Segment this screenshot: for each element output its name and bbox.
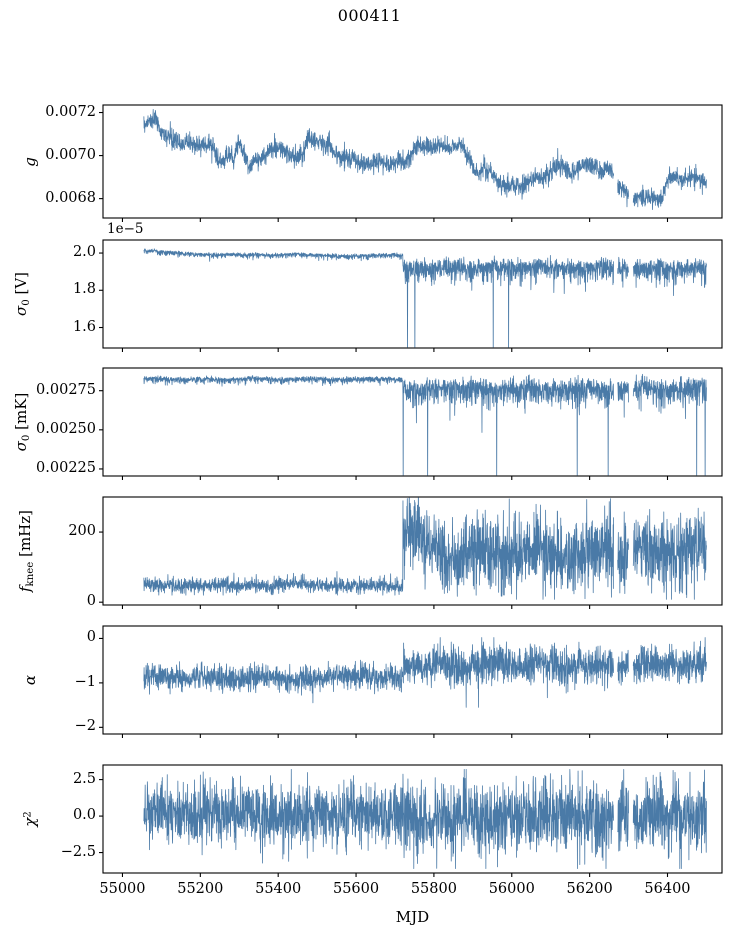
x-tick-label: 55800 [410, 881, 457, 897]
y-tick-label: −1 [74, 673, 96, 690]
y-tick-label: −2 [74, 718, 96, 735]
y-tick-label: 0 [86, 629, 96, 646]
y-tick-label: 0 [86, 593, 96, 610]
x-axis-label: MJD [395, 908, 430, 926]
y-tick-label: 0.0072 [45, 103, 96, 120]
y-tick-label: 0.0 [72, 807, 96, 824]
x-tick-label: 55400 [255, 881, 302, 897]
x-tick-label: 56400 [644, 881, 691, 897]
x-tick-label: 55600 [332, 881, 380, 897]
data-line-chi2 [617, 768, 629, 852]
y-tick-label: 1.8 [72, 281, 96, 298]
y-tick-label: 1.6 [72, 318, 96, 335]
y-tick-label: 0.00250 [36, 420, 96, 437]
axes-frame [102, 764, 723, 874]
y-tick-label: −2.5 [60, 843, 96, 860]
data-line-chi2 [143, 768, 614, 870]
y-tick-label: 200 [68, 523, 96, 540]
y-tick-label: 0.00275 [36, 381, 96, 398]
axis-offset-text: 1e−5 [107, 221, 144, 237]
x-tick-label: 56000 [488, 881, 535, 897]
y-tick-label: 2.5 [72, 770, 96, 787]
x-tick-label: 56200 [566, 881, 613, 897]
x-tick-label: 55000 [99, 881, 146, 897]
y-tick-label: 0.00225 [36, 459, 96, 476]
x-tick-label: 55200 [177, 881, 224, 897]
data-line-chi2 [632, 769, 707, 870]
figure-title: 000411 [337, 6, 402, 25]
y-tick-label: 2.0 [72, 244, 96, 261]
y-tick-label: 0.0070 [45, 146, 96, 163]
y-axis-label: χ2 [21, 811, 39, 827]
y-tick-label: 0.0068 [45, 189, 96, 206]
